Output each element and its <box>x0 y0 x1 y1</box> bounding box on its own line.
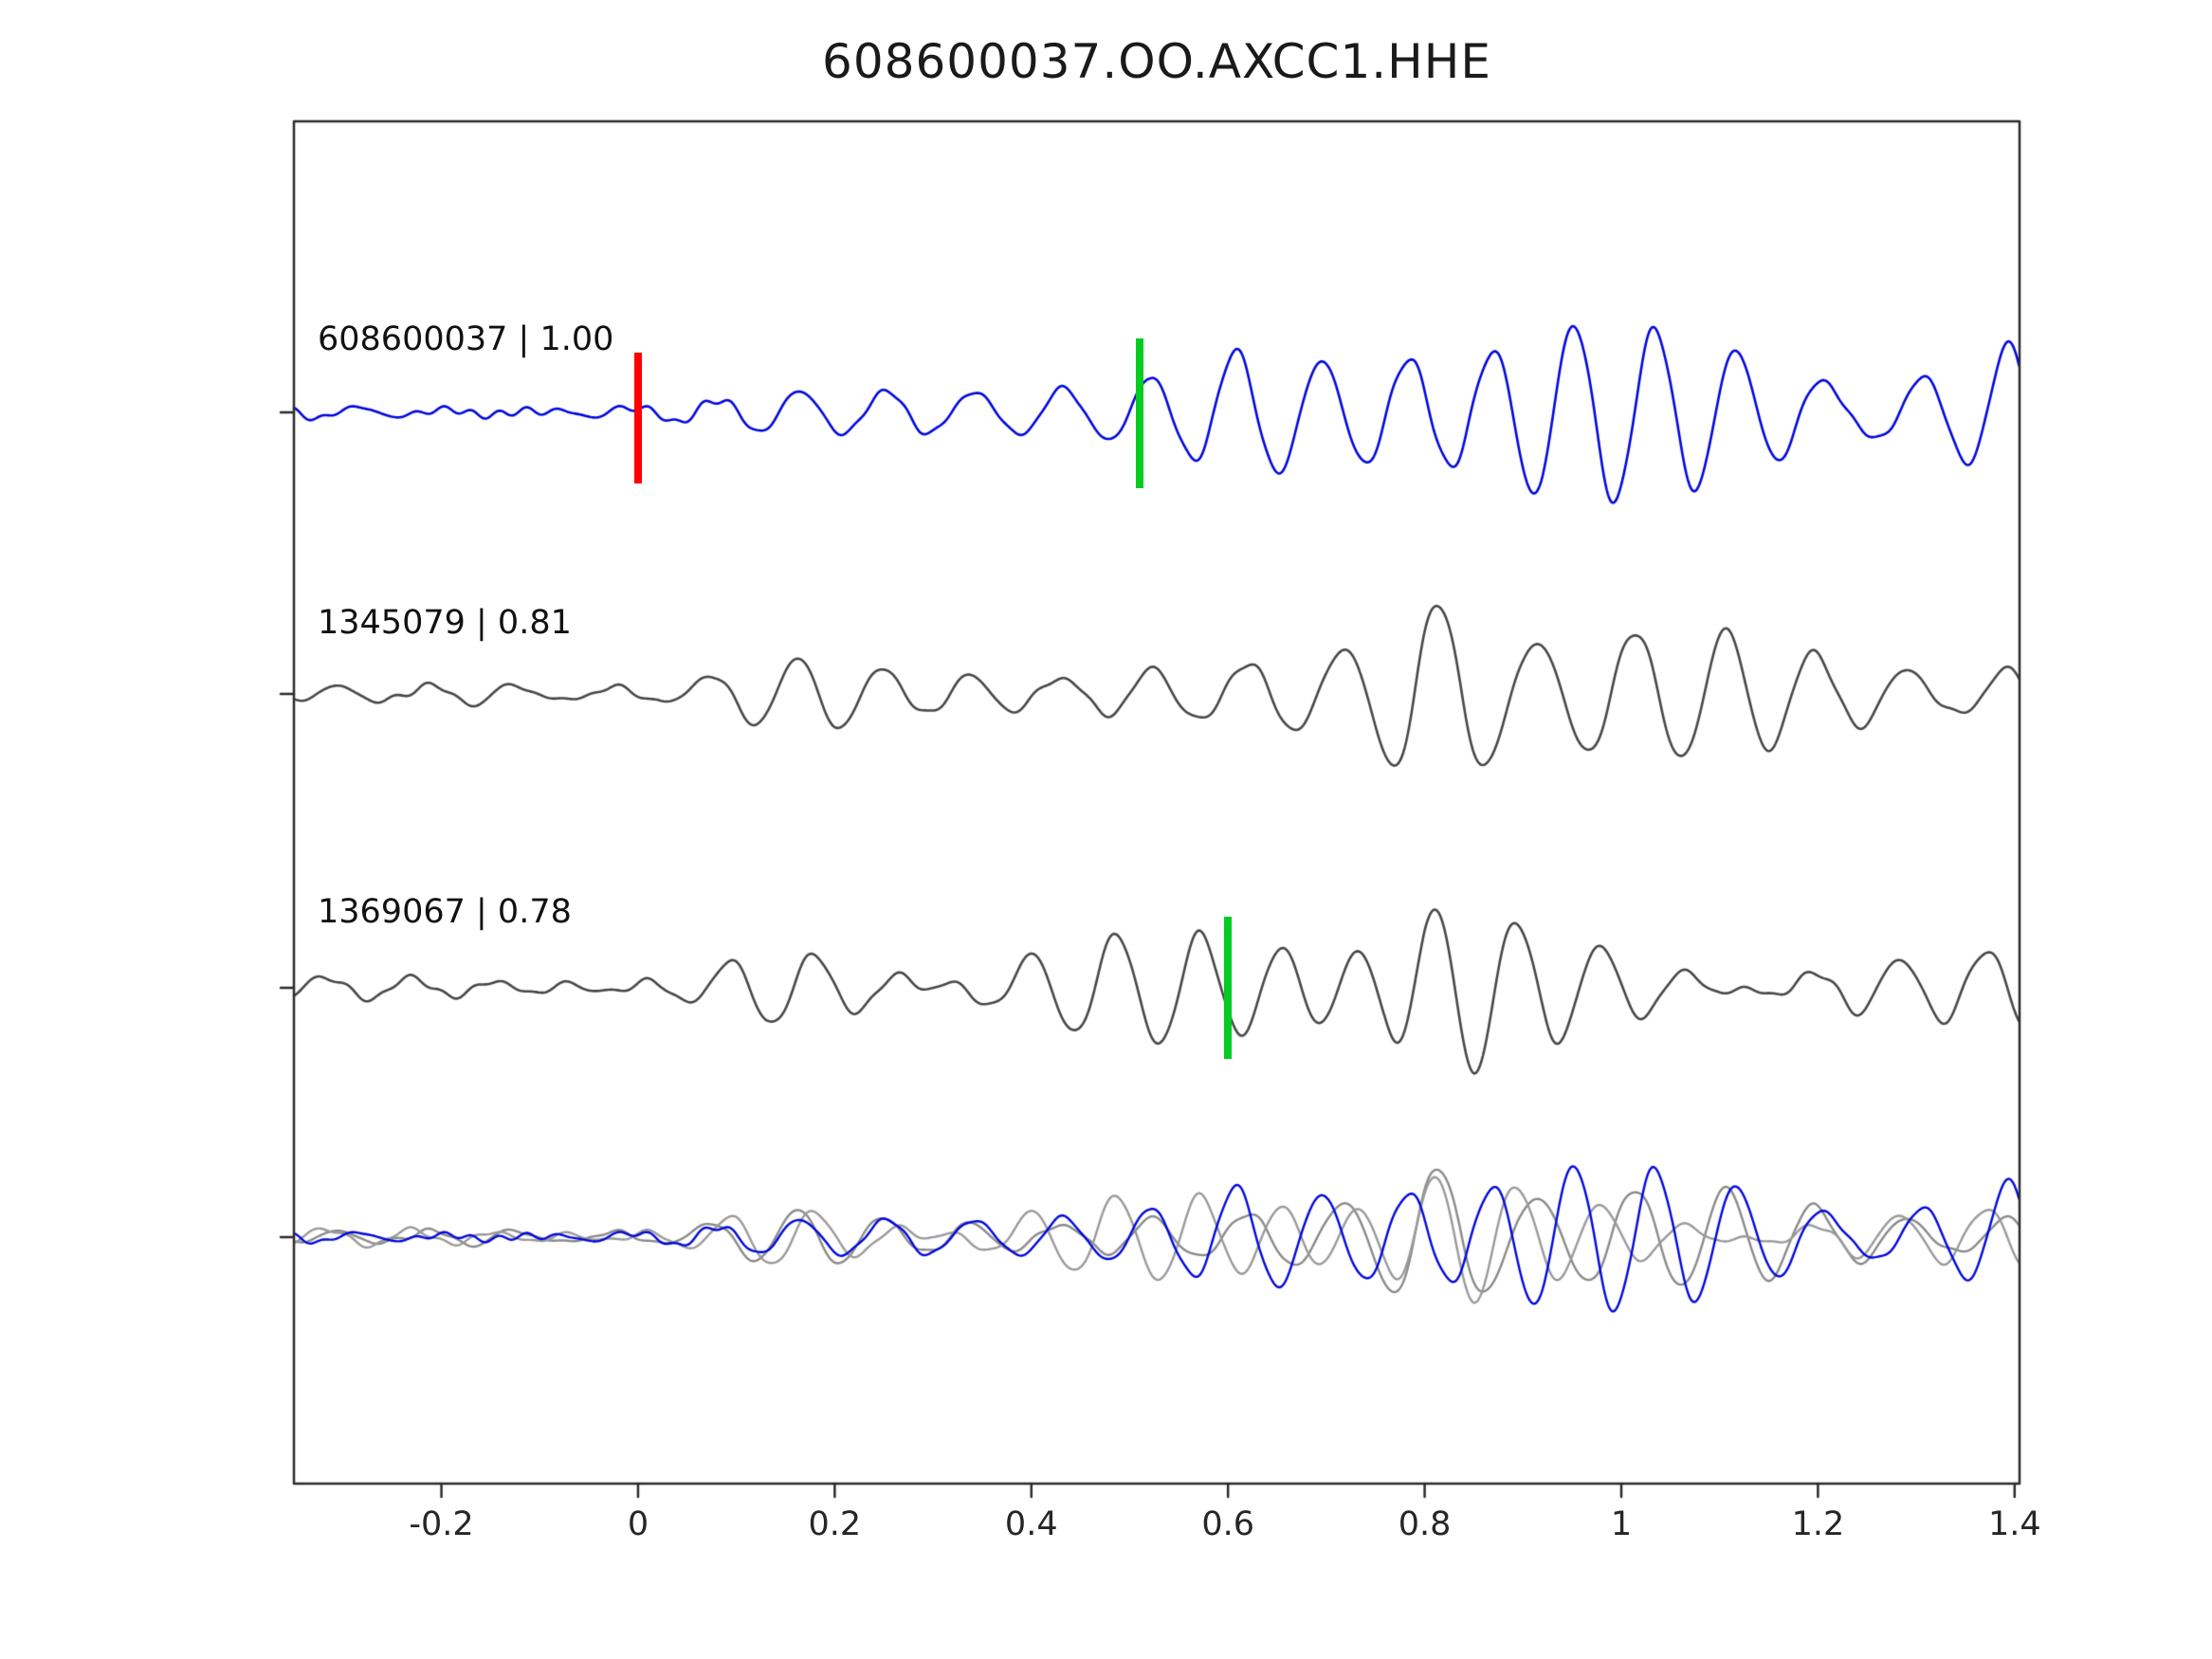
x-tick-label: 0.6 <box>1201 1505 1254 1543</box>
pick-marker-green-2 <box>1224 917 1233 1059</box>
x-tick-label: 1.4 <box>1987 1505 2041 1543</box>
x-tick-label: 0.8 <box>1398 1505 1452 1543</box>
pick-marker-green-1 <box>1135 338 1143 488</box>
trace-label-1345079: 1345079 | 0.81 <box>318 604 572 642</box>
trace-label-608600037: 608600037 | 1.00 <box>318 320 614 358</box>
x-tick-label: 0.2 <box>808 1505 862 1543</box>
x-tick-label: 0.4 <box>1004 1505 1058 1543</box>
x-tick-label: 1 <box>1610 1505 1633 1543</box>
trace-label-1369067: 1369067 | 0.78 <box>318 893 572 931</box>
figure-title: 608600037.OO.AXCC1.HHE <box>822 34 1491 89</box>
x-tick-label: 1.2 <box>1791 1505 1845 1543</box>
x-tick-label: -0.2 <box>409 1505 474 1543</box>
pick-marker-red <box>633 353 642 483</box>
x-tick-label: 0 <box>627 1505 649 1543</box>
